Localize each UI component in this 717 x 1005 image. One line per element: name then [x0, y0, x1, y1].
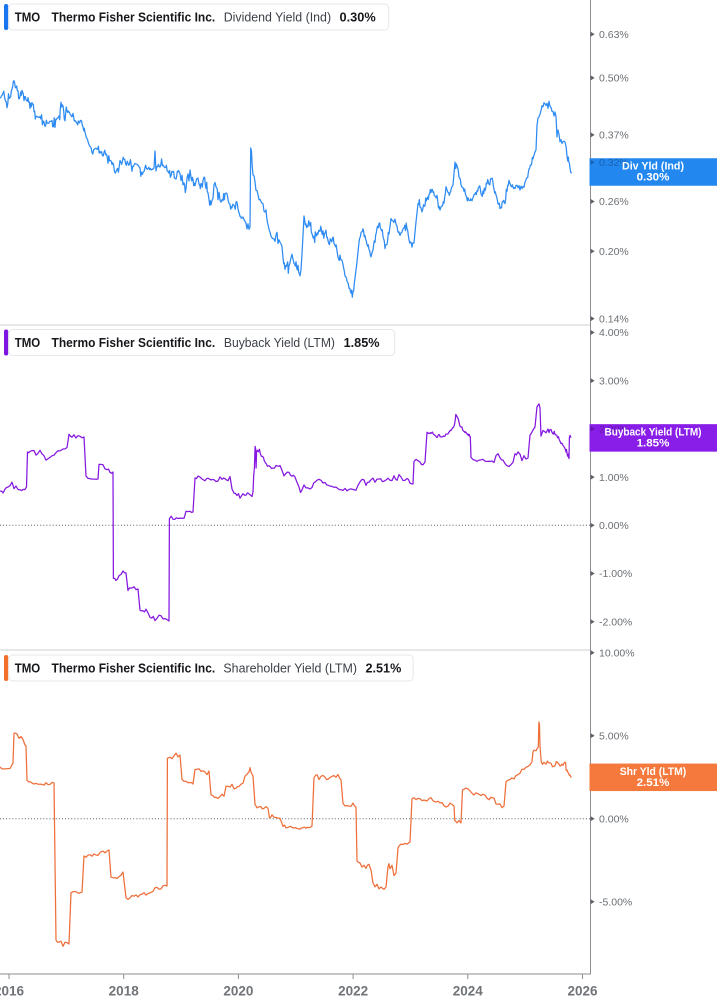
svg-text:0.30%: 0.30%: [637, 172, 670, 184]
svg-text:1.85%: 1.85%: [637, 437, 670, 449]
svg-text:10.00%: 10.00%: [599, 647, 635, 659]
svg-text:0.20%: 0.20%: [599, 246, 629, 258]
svg-text:0.26%: 0.26%: [599, 196, 629, 208]
svg-text:0.00%: 0.00%: [599, 813, 629, 825]
svg-text:-1.00%: -1.00%: [599, 568, 632, 580]
svg-text:TMO: TMO: [15, 662, 41, 676]
svg-text:2016: 2016: [0, 984, 25, 999]
svg-text:2022: 2022: [338, 984, 368, 999]
svg-text:2018: 2018: [109, 984, 140, 999]
svg-text:0.32%: 0.32%: [599, 157, 629, 169]
svg-text:4.00%: 4.00%: [599, 327, 629, 339]
svg-text:0.63%: 0.63%: [599, 29, 629, 41]
svg-text:-5.00%: -5.00%: [599, 896, 632, 908]
svg-text:0.14%: 0.14%: [599, 313, 629, 325]
svg-text:0.50%: 0.50%: [599, 73, 629, 85]
svg-text:2.51%: 2.51%: [366, 662, 402, 676]
svg-text:-2.00%: -2.00%: [599, 616, 632, 628]
svg-text:Thermo Fisher Scientific Inc.: Thermo Fisher Scientific Inc.: [52, 662, 216, 676]
svg-text:0.30%: 0.30%: [340, 11, 376, 25]
svg-text:Buyback Yield (LTM): Buyback Yield (LTM): [605, 427, 702, 439]
svg-text:1.00%: 1.00%: [599, 472, 629, 484]
svg-text:Div Yld (Ind): Div Yld (Ind): [622, 161, 684, 173]
svg-text:Thermo Fisher Scientific Inc.: Thermo Fisher Scientific Inc.: [52, 11, 216, 25]
svg-text:2024: 2024: [453, 984, 484, 999]
svg-text:1.85%: 1.85%: [344, 336, 380, 350]
svg-text:Shareholder Yield (LTM): Shareholder Yield (LTM): [223, 662, 357, 676]
svg-text:Buyback Yield (LTM): Buyback Yield (LTM): [224, 336, 335, 350]
svg-text:Thermo Fisher Scientific Inc.: Thermo Fisher Scientific Inc.: [52, 336, 216, 350]
svg-text:TMO: TMO: [15, 336, 41, 350]
svg-text:2020: 2020: [223, 984, 253, 999]
svg-text:2.51%: 2.51%: [637, 777, 670, 789]
svg-text:0.00%: 0.00%: [599, 520, 629, 532]
svg-text:Shr Yld (LTM): Shr Yld (LTM): [620, 766, 687, 778]
svg-text:5.00%: 5.00%: [599, 730, 629, 742]
svg-text:2.00%: 2.00%: [599, 424, 629, 436]
svg-text:2026: 2026: [567, 984, 598, 999]
svg-text:Dividend Yield (Ind): Dividend Yield (Ind): [224, 11, 331, 25]
svg-text:3.00%: 3.00%: [599, 375, 629, 387]
svg-text:TMO: TMO: [15, 11, 41, 25]
svg-text:0.37%: 0.37%: [599, 130, 629, 142]
